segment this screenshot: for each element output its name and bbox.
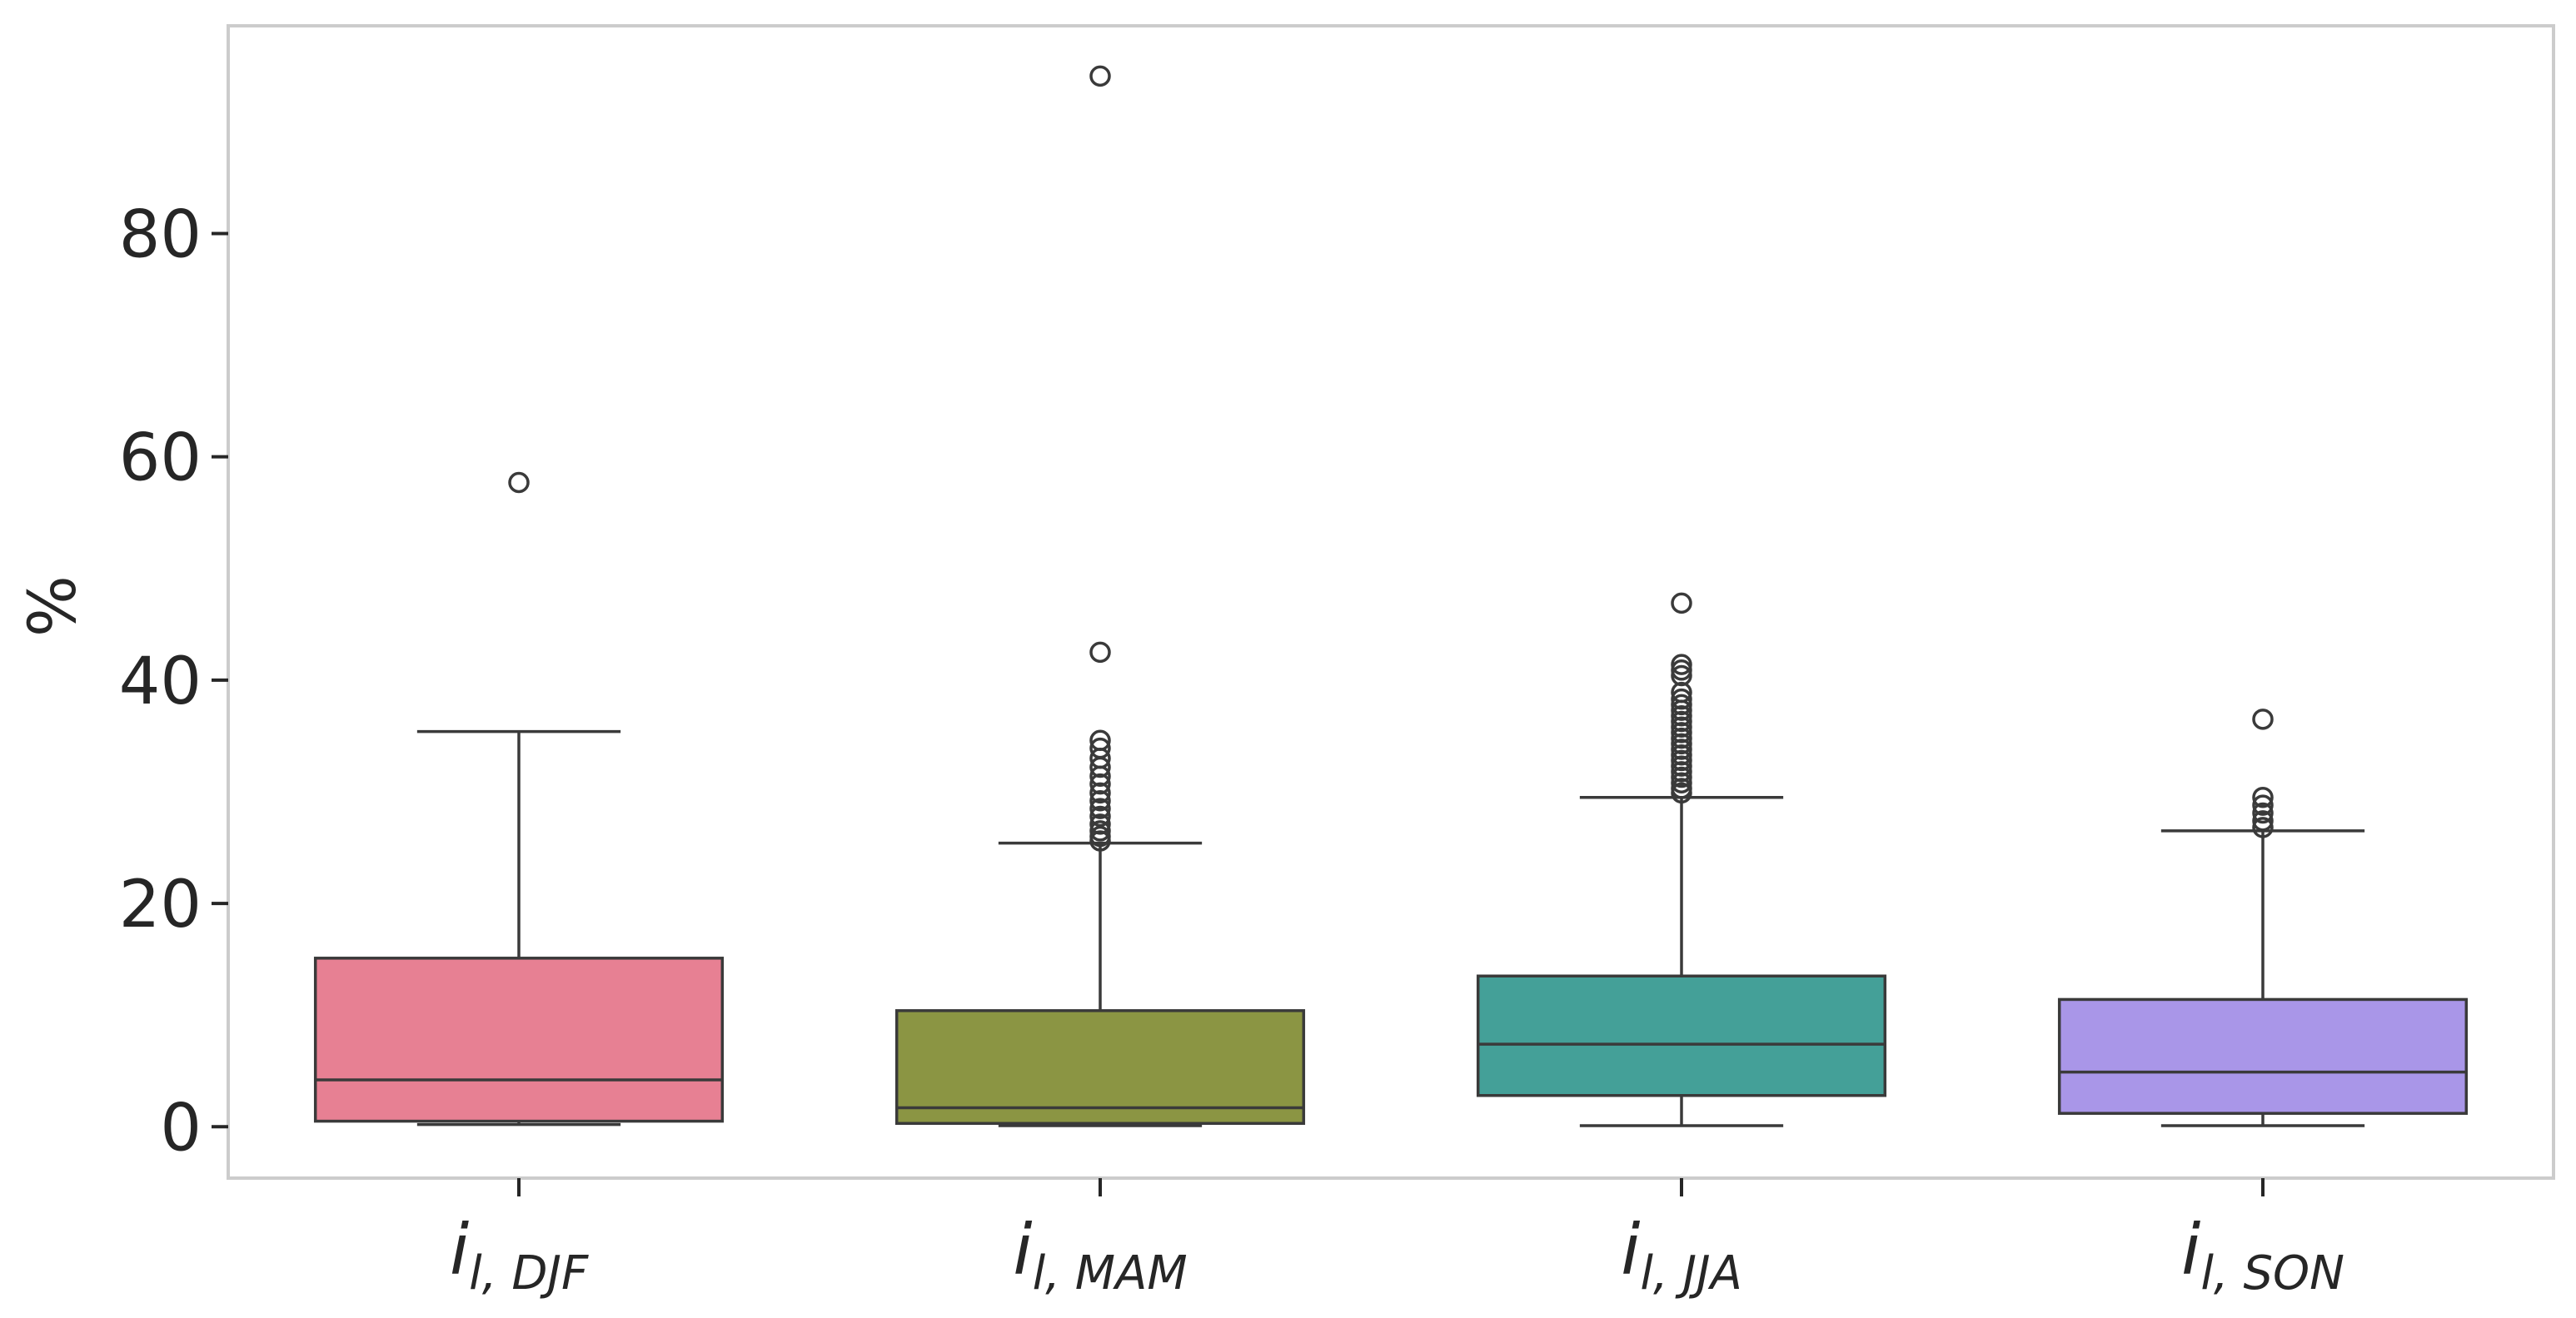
x-tick-label: il, JJA xyxy=(1621,1209,1742,1301)
outlier-point xyxy=(1671,782,1692,804)
outlier-point xyxy=(1089,756,1111,778)
outlier-point xyxy=(1671,710,1692,733)
outlier-point xyxy=(1089,65,1111,87)
box-iqr xyxy=(894,1009,1306,1126)
outlier-point xyxy=(1089,782,1111,804)
outlier-point xyxy=(1671,744,1692,766)
outlier-point xyxy=(1671,749,1692,772)
outlier-point xyxy=(1671,772,1692,794)
x-tick-label-main: i xyxy=(2181,1209,2200,1291)
box-iqr xyxy=(313,957,725,1123)
y-tick-label: 40 xyxy=(119,644,202,719)
x-tick-label: il, DJF xyxy=(450,1209,589,1301)
box-group xyxy=(894,65,1306,1127)
x-tick-label-main: i xyxy=(1013,1209,1032,1291)
outlier-point xyxy=(1089,641,1111,664)
outlier-point xyxy=(1671,727,1692,749)
outlier-point xyxy=(1089,813,1111,835)
outlier-point xyxy=(1671,766,1692,788)
x-tick-label-main: i xyxy=(1621,1209,1640,1291)
box-series xyxy=(313,65,2469,1127)
outlier-point xyxy=(1089,830,1111,852)
outlier-point xyxy=(2252,817,2274,838)
y-tick-label: 20 xyxy=(119,868,202,942)
outlier-point xyxy=(1089,820,1111,842)
outlier-point xyxy=(1671,705,1692,727)
outlier-point xyxy=(2252,709,2274,730)
outlier-point xyxy=(1671,664,1692,687)
x-tick-label: il, SON xyxy=(2181,1209,2344,1301)
box-group xyxy=(2057,709,2469,1127)
outlier-point xyxy=(1089,798,1111,819)
box-group xyxy=(1476,592,1887,1127)
x-tick-label-main: i xyxy=(450,1209,469,1291)
outlier-point xyxy=(1671,722,1692,744)
outlier-point xyxy=(1089,773,1111,795)
outlier-point xyxy=(2252,786,2274,808)
y-tick-label: 0 xyxy=(160,1091,202,1166)
x-tick-label-subscript: l, JJA xyxy=(1640,1246,1742,1301)
y-axis: 0 20 40 60 80 xyxy=(119,197,228,1166)
outlier-point xyxy=(1671,755,1692,777)
box-iqr xyxy=(2057,997,2469,1115)
y-tick-label: 80 xyxy=(119,197,202,272)
outlier-point xyxy=(1671,654,1692,675)
x-tick-label-subscript: l, DJF xyxy=(469,1246,589,1301)
outlier-point xyxy=(1089,789,1111,812)
outlier-point xyxy=(2252,810,2274,832)
x-tick-label-subscript: l, MAM xyxy=(1033,1246,1188,1301)
box-group xyxy=(313,471,725,1127)
outlier-point xyxy=(1671,592,1692,614)
outlier-point xyxy=(1671,694,1692,716)
y-axis-label: % xyxy=(16,575,91,637)
outlier-point xyxy=(2252,802,2274,824)
x-tick-label-subscript: l, SON xyxy=(2200,1246,2344,1301)
outlier-point xyxy=(1671,739,1692,760)
x-tick-label: il, MAM xyxy=(1013,1209,1187,1301)
outlier-point xyxy=(1671,699,1692,721)
outlier-point xyxy=(1671,761,1692,783)
outlier-point xyxy=(508,471,530,494)
outlier-point xyxy=(1671,659,1692,681)
outlier-point xyxy=(1089,765,1111,787)
outlier-point xyxy=(1671,733,1692,755)
outlier-point xyxy=(1671,688,1692,710)
y-tick-label: 60 xyxy=(119,421,202,496)
x-axis: il, DJF il, MAM il, JJA il, SON xyxy=(450,1178,2344,1301)
outlier-point xyxy=(1089,805,1111,828)
outlier-point xyxy=(1671,716,1692,738)
outlier-point xyxy=(2252,794,2274,816)
box-iqr xyxy=(1476,974,1887,1097)
